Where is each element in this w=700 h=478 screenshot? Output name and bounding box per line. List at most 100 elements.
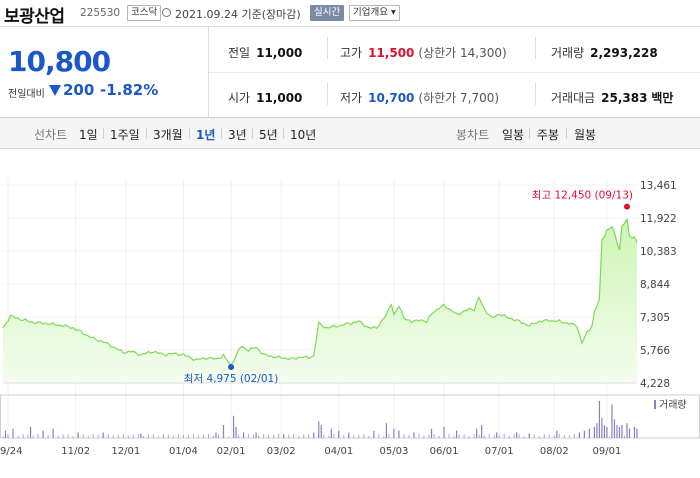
tab-10year[interactable]: 10년 bbox=[290, 128, 317, 142]
tab-1day[interactable]: 1일 bbox=[79, 128, 98, 142]
volume-bar bbox=[628, 434, 630, 438]
volume-bar bbox=[258, 435, 260, 438]
y-tick-label: 10,383 bbox=[640, 246, 677, 258]
price-summary: 10,800 전일대비 200 -1.82% 전일 11,000 고가 11,500… bbox=[0, 27, 700, 118]
volume-bar bbox=[478, 434, 480, 438]
tab-1week[interactable]: 1주일 bbox=[110, 128, 140, 142]
volume-bar bbox=[538, 436, 540, 438]
volume-bar bbox=[42, 430, 44, 438]
change-label: 전일대비 bbox=[8, 89, 45, 100]
volume-bar bbox=[202, 434, 204, 438]
volume-bar bbox=[273, 435, 275, 438]
x-tick-label: 11/02 bbox=[61, 446, 90, 457]
volume-bar bbox=[573, 434, 575, 438]
down-triangle-icon bbox=[49, 85, 61, 96]
high-label: 최고 12,450 (09/13) bbox=[532, 190, 633, 202]
stock-header: 보광산업 225530 코스닥 2021.09.24 기준(장마감) 실시간 기… bbox=[0, 0, 700, 27]
volume-bar bbox=[182, 435, 184, 438]
day-high-value: 11,500 bbox=[368, 46, 415, 60]
upper-limit: (상한가 14,300) bbox=[418, 46, 507, 60]
change-percent: -1.82% bbox=[100, 81, 159, 99]
x-tick-label: 08/02 bbox=[540, 446, 569, 457]
tab-weekly-candle[interactable]: 주봉 bbox=[537, 128, 560, 142]
base-date: 2021.09.24 기준(장마감) bbox=[175, 8, 301, 21]
day-low-label: 저가 bbox=[340, 91, 363, 105]
tab-5year[interactable]: 5년 bbox=[259, 128, 278, 142]
volume-bar bbox=[453, 436, 455, 438]
volume-bar bbox=[413, 435, 415, 438]
volume-bar bbox=[623, 435, 625, 438]
volume-bar bbox=[2, 436, 4, 438]
volume-bar bbox=[22, 434, 24, 438]
volume-bar bbox=[17, 435, 19, 438]
volume-bar bbox=[117, 435, 119, 438]
y-tick-label: 11,922 bbox=[640, 213, 677, 225]
volume-bar bbox=[242, 432, 245, 438]
volume-bar bbox=[77, 434, 79, 438]
trade-amount-unit: 백만 bbox=[651, 91, 674, 105]
volume-bar bbox=[603, 434, 605, 438]
volume-bar bbox=[423, 435, 425, 438]
volume-bar bbox=[29, 426, 32, 438]
volume-bar bbox=[476, 428, 478, 438]
volume-bar bbox=[298, 436, 300, 438]
volume-bar bbox=[263, 434, 265, 438]
volume-bar bbox=[97, 434, 99, 438]
volume-legend: 거래량 bbox=[659, 399, 687, 411]
volume-bar bbox=[553, 435, 555, 438]
volume-bar bbox=[455, 430, 458, 438]
volume-bar bbox=[142, 436, 144, 438]
tab-daily-candle[interactable]: 일봉 bbox=[502, 128, 525, 142]
volume-bar bbox=[47, 435, 49, 438]
volume-bar bbox=[112, 435, 114, 438]
volume-bar bbox=[218, 434, 220, 438]
tab-3year[interactable]: 3년 bbox=[228, 128, 247, 142]
price-line bbox=[2, 217, 638, 366]
volume-bar bbox=[558, 434, 560, 438]
volume-bar bbox=[253, 434, 255, 438]
volume-bar bbox=[621, 425, 623, 438]
volume-bar bbox=[157, 436, 159, 438]
volume-bar bbox=[393, 428, 395, 438]
volume-bar bbox=[583, 430, 585, 438]
volume-bar bbox=[493, 435, 495, 438]
volume-bar bbox=[212, 435, 214, 438]
y-tick-label: 8,844 bbox=[640, 279, 670, 291]
volume-bar bbox=[87, 436, 89, 438]
volume-bar bbox=[283, 435, 285, 438]
volume-bar bbox=[498, 435, 500, 438]
volume-bar bbox=[223, 434, 225, 438]
volume-bar bbox=[318, 434, 320, 438]
tab-divider bbox=[252, 128, 253, 139]
volume-bar bbox=[636, 428, 638, 438]
volume-bar bbox=[235, 426, 237, 438]
volume-bar bbox=[523, 436, 525, 438]
volume-bar bbox=[373, 434, 375, 438]
price-area-fill bbox=[3, 219, 637, 383]
volume-bar bbox=[528, 434, 530, 438]
volume-bar bbox=[318, 421, 320, 438]
volume-bar bbox=[430, 428, 433, 438]
candle-chart-label: 봉차트 bbox=[456, 128, 490, 142]
volume-bar bbox=[606, 426, 608, 438]
realtime-button[interactable]: 실시간 bbox=[310, 5, 345, 21]
volume-bar bbox=[348, 434, 350, 438]
volume-bar bbox=[67, 434, 69, 438]
volume-bar bbox=[192, 434, 194, 438]
high-marker bbox=[623, 203, 630, 210]
volume-bar bbox=[633, 426, 636, 438]
volume-bar bbox=[162, 434, 164, 438]
volume-bar bbox=[458, 434, 460, 438]
tab-3month[interactable]: 3개월 bbox=[153, 128, 183, 142]
volume-bar bbox=[438, 435, 440, 438]
volume-bar bbox=[338, 430, 340, 438]
volume-bar bbox=[308, 434, 310, 438]
tab-1year[interactable]: 1년 bbox=[196, 128, 216, 142]
price-chart[interactable]: 09/24 11/02 12/01 01/04 02/01 03/02 04/01 05/03… bbox=[0, 148, 700, 478]
x-tick-label: 07/01 bbox=[485, 446, 514, 457]
tab-monthly-candle[interactable]: 월봉 bbox=[574, 128, 597, 142]
volume-bar bbox=[122, 434, 124, 438]
volume-bar bbox=[448, 434, 450, 438]
volume-bar bbox=[140, 433, 142, 438]
company-info-dropdown[interactable]: 기업개요 ▾ bbox=[349, 5, 400, 21]
